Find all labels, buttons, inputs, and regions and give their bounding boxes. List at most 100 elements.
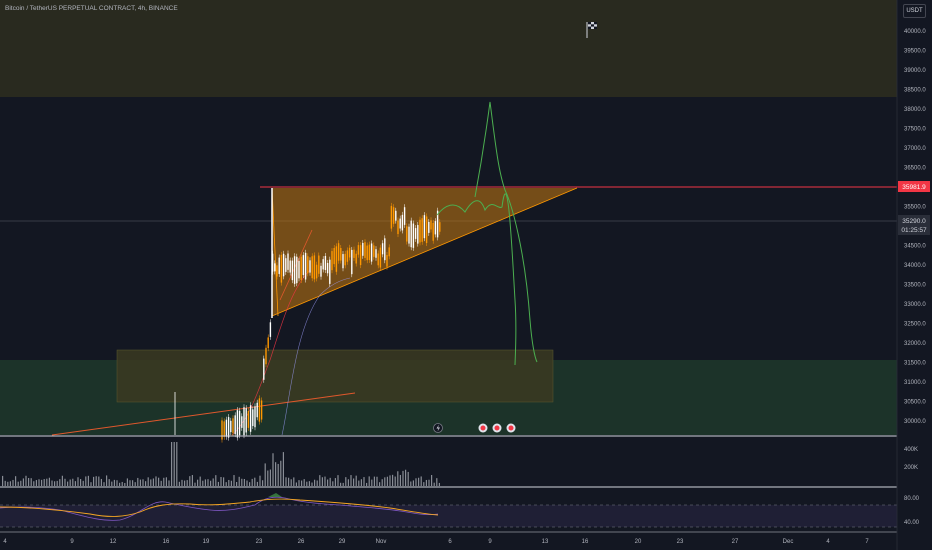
volume-bar (423, 482, 425, 486)
volume-bar (298, 480, 300, 486)
volume-bar (254, 477, 256, 486)
volume-bar (56, 480, 58, 486)
volume-bar (334, 478, 336, 486)
volume-bar (43, 479, 45, 486)
candle-body (287, 253, 289, 270)
volume-bar (165, 477, 167, 486)
candle-body (258, 398, 261, 422)
price-tick: 39500.0 (904, 49, 926, 55)
currency-button[interactable]: USDT (903, 4, 926, 18)
volume-bar (67, 481, 69, 486)
candle-body (230, 420, 232, 433)
projection-path-up[interactable] (474, 101, 538, 363)
volume-bar (285, 477, 287, 486)
candle-body (381, 243, 384, 255)
checkered-flag-icon[interactable] (586, 22, 597, 38)
volume-bar (152, 478, 154, 486)
volume-tick: 200K (904, 465, 918, 471)
price-tick: 30000.0 (904, 419, 926, 425)
resistance-zone[interactable] (0, 0, 897, 97)
symbol-title[interactable]: Bitcoin / TetherUS PERPETUAL CONTRACT, 4… (5, 5, 178, 12)
candle-body (401, 214, 404, 231)
volume-bar (282, 452, 284, 486)
support-box[interactable] (116, 349, 554, 403)
volume-bar (155, 476, 157, 486)
volume-bar (46, 478, 48, 486)
volume-bar (249, 482, 251, 486)
volume-bar (87, 475, 89, 486)
volume-bar (340, 482, 342, 486)
current-price-label-bg (898, 215, 930, 235)
candle-body (318, 255, 320, 274)
volume-bar (236, 482, 238, 486)
candle-body (225, 419, 228, 437)
candle-body (282, 253, 285, 277)
volume-bar (189, 476, 191, 486)
volume-bar (22, 478, 24, 486)
volume-bar (262, 480, 264, 486)
candle-body (313, 255, 316, 280)
earnings-icon[interactable] (492, 423, 502, 433)
candle-body (236, 410, 239, 438)
volume-bar (264, 463, 266, 486)
volume-bar (225, 482, 227, 486)
time-tick: 29 (339, 539, 346, 545)
price-tick: 37000.0 (904, 146, 926, 152)
candle-body (302, 255, 305, 276)
candle-body (331, 251, 333, 271)
candle-body (364, 242, 366, 258)
volume-bar (145, 481, 147, 486)
rsi-tick: 40.00 (904, 520, 920, 526)
volume-bar (342, 482, 344, 486)
candle-body (419, 219, 421, 243)
volume-bar (33, 481, 35, 486)
candle-body (227, 417, 230, 438)
candle-body (304, 252, 307, 280)
candle-body (300, 256, 302, 281)
candle-body (359, 245, 362, 266)
earnings-icon[interactable] (478, 423, 488, 433)
lightning-icon[interactable] (433, 423, 443, 433)
candle-body (366, 245, 368, 261)
candle-body (296, 256, 298, 284)
candle-body (425, 216, 428, 244)
volume-bar (389, 475, 391, 486)
candle-body (439, 222, 441, 232)
volume-bar (48, 477, 50, 486)
volume-bar (116, 480, 118, 486)
candle-body (335, 246, 338, 272)
volume-bar (217, 481, 219, 486)
candle-body (263, 358, 265, 380)
projection-path-down[interactable] (436, 193, 517, 366)
candle-body (260, 400, 263, 420)
volume-bar (319, 475, 321, 486)
volume-bar (280, 460, 282, 486)
earnings-icon[interactable] (506, 423, 516, 433)
candle-body (276, 265, 278, 277)
volume-bar (59, 479, 61, 486)
candle-body (274, 263, 276, 272)
volume-bar (397, 471, 399, 486)
volume-bar (163, 477, 165, 486)
volume-bar (93, 476, 95, 486)
price-axis[interactable] (897, 0, 932, 550)
volume-bar (90, 482, 92, 486)
volume-bar (168, 480, 170, 486)
ma-slow (281, 277, 351, 436)
volume-bar (353, 478, 355, 486)
time-tick: Dec (783, 539, 794, 545)
volume-bar (230, 480, 232, 486)
volume-bar (15, 476, 17, 486)
volume-bar (171, 442, 173, 486)
time-tick: 9 (488, 539, 492, 545)
volume-bar (399, 474, 401, 486)
price-tick: 31500.0 (904, 361, 926, 367)
volume-bar (176, 442, 178, 486)
time-axis[interactable]: 4 9 12 16 19 23 26 29 Nov 6 9 13 16 20 23 27 Dec 4 7 (3, 539, 869, 545)
time-tick: 20 (635, 539, 642, 545)
candle-body (423, 215, 426, 239)
candle-body (410, 220, 412, 248)
trend-line[interactable] (51, 392, 356, 436)
volume-bar (54, 481, 56, 486)
